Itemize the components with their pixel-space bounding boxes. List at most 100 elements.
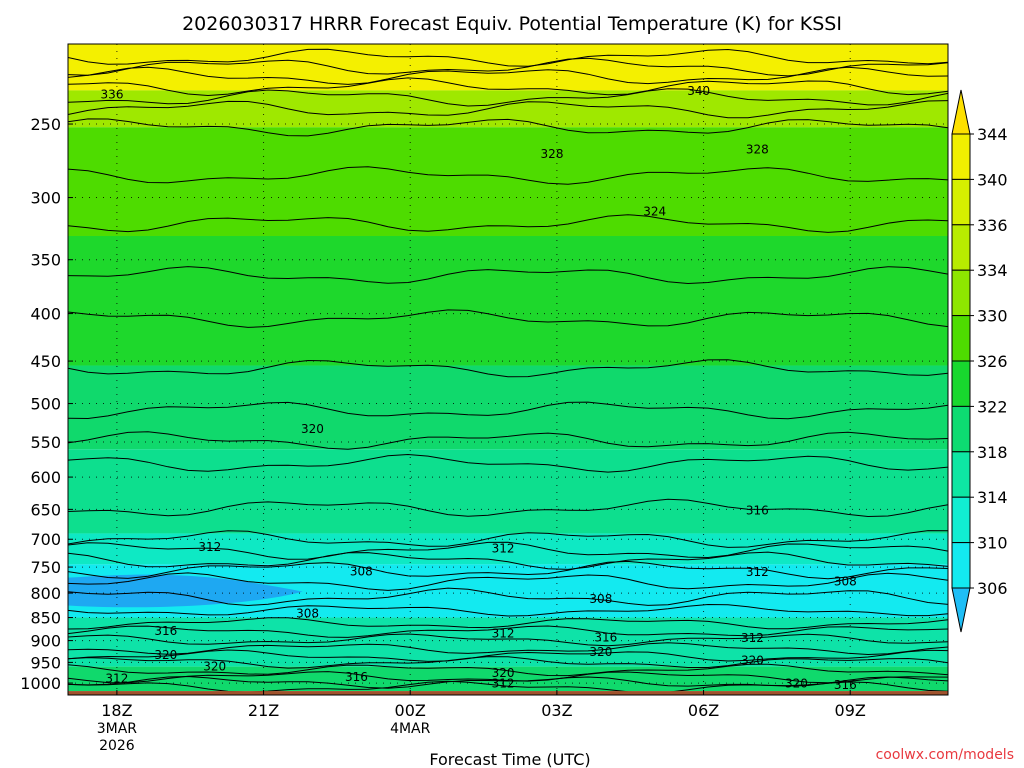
contour-line	[68, 166, 948, 185]
x-tick-label: 18Z	[101, 701, 132, 720]
contour-line	[68, 498, 948, 518]
x-tick-label: 06Z	[688, 701, 719, 720]
y-tick-label: 950	[30, 653, 61, 672]
contour-label: 316	[746, 503, 769, 517]
x-tick-label: 4MAR	[390, 721, 431, 737]
contour-line	[68, 453, 948, 473]
x-tick-label: 00Z	[395, 701, 426, 720]
contour-line	[68, 88, 948, 107]
contour-line	[68, 675, 948, 689]
contour-line	[68, 603, 948, 617]
colorbar-swatch	[951, 405, 971, 453]
contour-label: 320	[301, 422, 324, 436]
contour-label: 312	[746, 565, 769, 579]
colorbar-label: 340	[977, 170, 1008, 189]
y-tick-label: 650	[30, 500, 61, 519]
contour-label: 340	[687, 84, 710, 98]
contour-line	[68, 649, 948, 662]
contour-label: 312	[492, 541, 515, 555]
contour-label: 320	[741, 653, 764, 667]
contour-line	[68, 401, 948, 420]
colorbar-bottom-arrow	[951, 587, 971, 633]
colorbar-label: 306	[977, 579, 1008, 598]
theta-band-334	[68, 90, 948, 128]
y-tick-label: 850	[30, 609, 61, 628]
y-tick-label: 350	[30, 251, 61, 270]
colorbar-label: 330	[977, 307, 1008, 326]
y-tick-label: 400	[30, 305, 61, 324]
colorbar-label: 334	[977, 261, 1008, 280]
contour-label: 308	[834, 574, 857, 588]
contour-line	[68, 587, 948, 607]
colorbar-swatch	[951, 178, 971, 226]
colorbar-label: 344	[977, 125, 1008, 144]
colorbar-label: 336	[977, 216, 1008, 235]
contour-label: 320	[785, 677, 808, 691]
contour-label: 308	[350, 564, 373, 578]
y-tick-label: 300	[30, 189, 61, 208]
colorbar-swatch	[951, 496, 971, 544]
contour-line	[68, 551, 948, 570]
contour-label: 312	[492, 677, 515, 691]
contour-line	[68, 100, 948, 119]
contour-line	[68, 77, 948, 97]
x-tick-label: 21Z	[248, 701, 279, 720]
contour-line	[68, 680, 948, 694]
theta-band-328	[68, 127, 948, 236]
y-tick-label: 450	[30, 352, 61, 371]
contour-line	[68, 530, 948, 548]
contour-label: 320	[203, 659, 226, 673]
plot-frame	[67, 43, 949, 696]
contour-label: 320	[589, 645, 612, 659]
chart-title: 2026030317 HRRR Forecast Equiv. Potentia…	[182, 13, 842, 35]
contour-label: 312	[741, 631, 764, 645]
contour-line	[68, 617, 948, 630]
x-tick-label: 03Z	[541, 701, 572, 720]
colorbar-label: 314	[977, 488, 1008, 507]
y-tick-label: 500	[30, 395, 61, 414]
contour-label: 320	[492, 666, 515, 680]
colorbar-label: 322	[977, 397, 1008, 416]
y-tick-label: 750	[30, 558, 61, 577]
y-tick-label: 700	[30, 530, 61, 549]
contour-label: 312	[198, 540, 221, 554]
contour-line	[68, 663, 948, 677]
contour-label: 336	[101, 87, 124, 101]
colorbar-swatch	[951, 360, 971, 407]
colorbar-swatch	[951, 133, 971, 180]
theta-pocket-306	[68, 574, 303, 608]
contour-label: 312	[492, 626, 515, 640]
contour-label: 328	[746, 143, 769, 157]
colorbar-swatch	[951, 224, 971, 271]
y-tick-label: 550	[30, 433, 61, 452]
colorbar-label: 310	[977, 534, 1008, 553]
contour-label: 308	[296, 606, 319, 620]
contour-label: 328	[541, 147, 564, 161]
theta-band-318	[68, 449, 948, 534]
contour-line	[68, 572, 948, 591]
contour-label: 316	[345, 670, 368, 684]
contour-line	[68, 57, 948, 77]
contour-line	[68, 359, 948, 378]
theta-band-324	[68, 235, 948, 366]
contour-label: 316	[154, 624, 177, 638]
theta-band-338	[68, 44, 948, 91]
contour-line	[68, 642, 948, 656]
x-tick-label: 09Z	[835, 701, 866, 720]
colorbar-top-arrow	[951, 89, 971, 135]
contour-label: 308	[589, 592, 612, 606]
colorbar-swatch	[951, 269, 971, 317]
contour-line	[68, 656, 948, 669]
contour-line	[68, 309, 948, 328]
contour-line	[68, 48, 948, 67]
contour-label: 320	[154, 648, 177, 662]
x-tick-label: 3MAR	[97, 721, 138, 737]
y-tick-label: 900	[30, 632, 61, 651]
contour-line	[68, 118, 948, 137]
colorbar-label: 326	[977, 352, 1008, 371]
y-tick-label: 250	[30, 115, 61, 134]
contour-label: 316	[594, 630, 617, 644]
